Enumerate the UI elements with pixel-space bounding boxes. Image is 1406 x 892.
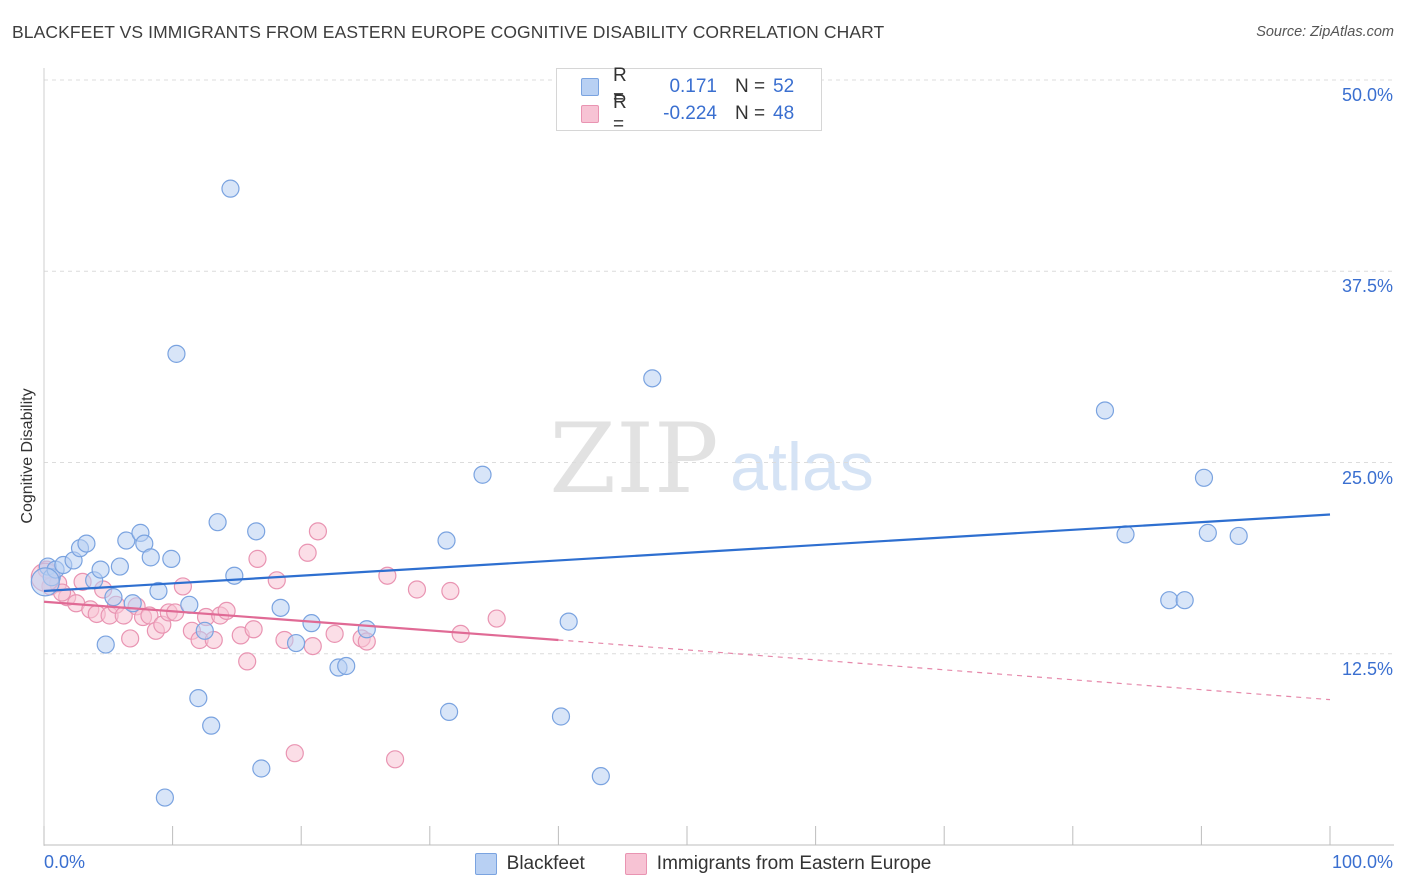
eastern-europe-point [285,744,304,763]
blackfeet-point [1198,523,1217,542]
r-label: R = [613,92,627,135]
blackfeet-trend-line [43,513,1331,593]
points-layer [30,70,1248,807]
blackfeet-point [1160,591,1179,610]
blackfeet-point [437,531,456,550]
watermark-atlas: atlas [730,429,874,505]
legend-item-blackfeet: Blackfeet [474,853,585,875]
blackfeet-point [357,620,376,639]
y-tick-label: 25.0% [1341,467,1393,488]
blackfeet-point [167,344,186,363]
trend-layer [43,513,1331,701]
blackfeet-point [1175,591,1194,610]
eastern-europe-point [248,549,267,568]
x-tick-label-min: 0.0% [44,852,86,872]
blackfeet-point [77,534,96,553]
x-tick-label-max: 100.0% [1331,852,1393,872]
blackfeet-point [180,595,199,614]
blackfeet-point [1116,525,1135,544]
blackfeet-point [1194,468,1214,487]
eastern-europe-point [244,620,263,639]
y-tick-label: 37.5% [1341,276,1393,297]
grid-layer [44,79,1394,655]
blackfeet-point [271,598,290,617]
eastern-europe-point [385,750,405,769]
eastern-europe-point [303,636,322,656]
blackfeet-point [195,621,214,640]
eastern-europe-point [325,624,344,643]
blackfeet-point [208,513,227,532]
n-value: 48 [773,103,795,124]
blackfeet-point [110,557,129,576]
blackfeet-swatch-icon [581,78,599,96]
eastern-europe-point [298,543,317,562]
blackfeet-point [473,465,492,484]
eastern-europe-point [140,606,159,625]
blackfeet-point [225,566,244,585]
blackfeet-point [439,702,459,721]
blackfeet-point [141,548,160,567]
eastern-europe-point [441,581,460,601]
blackfeet-point [91,560,110,579]
blackfeet-point [643,369,662,388]
eastern-europe-point [238,652,257,671]
chart-title: BLACKFEET VS IMMIGRANTS FROM EASTERN EUR… [12,22,885,42]
blackfeet-legend-icon [474,853,497,875]
r-label: R = [613,65,627,108]
blackfeet-point [252,759,271,778]
watermark-zip: ZIP [549,403,718,515]
blackfeet-point [337,656,356,676]
blackfeet-point [591,767,610,786]
eastern-europe-trend-line [43,600,559,642]
watermark: ZIP atlas [549,403,873,515]
legend-row-eastern-europe: R = -0.224 N = 48 [581,92,795,135]
legend-row-blackfeet: R = 0.171 N = 52 [581,65,795,108]
y-tick-label: 12.5% [1341,658,1393,679]
blackfeet-point [247,522,266,541]
blackfeet-point [149,581,168,601]
blackfeet-point [30,567,60,597]
eastern-europe-point [308,522,328,541]
r-value: -0.224 [663,103,717,124]
series-legend: Blackfeet Immigrants from Eastern Europe [0,851,1406,877]
n-label: N = [735,76,766,97]
blackfeet-point [162,549,181,568]
eastern-europe-point [173,577,192,596]
blackfeet-point [286,633,306,653]
n-value: 52 [773,76,795,97]
blackfeet-point [559,612,578,631]
n-label: N = [735,103,766,124]
eastern-europe-trend-extension [558,639,1331,701]
legend-label-eastern-europe: Immigrants from Eastern Europe [656,853,932,874]
axis-layer [43,68,1394,846]
blackfeet-point [189,689,208,708]
eastern-europe-point [267,571,286,590]
eastern-europe-swatch-icon [581,105,599,123]
legend-label-blackfeet: Blackfeet [506,853,585,874]
blackfeet-point [202,716,221,735]
blackfeet-point [117,531,136,550]
legend-item-eastern-europe: Immigrants from Eastern Europe [624,853,932,875]
blackfeet-point [1229,526,1248,546]
source-label: Source: ZipAtlas.com [1256,24,1394,40]
blackfeet-point [104,588,123,607]
y-tick-label: 50.0% [1341,85,1393,105]
blackfeet-point [96,635,115,654]
blackfeet-point [551,707,571,726]
eastern-europe-legend-icon [624,853,647,875]
eastern-europe-point [407,580,427,599]
eastern-europe-point [217,601,236,621]
r-value: 0.171 [669,76,717,97]
eastern-europe-point [121,629,140,648]
eastern-europe-point [487,609,506,628]
blackfeet-point [155,788,174,807]
blackfeet-point [221,179,240,198]
blackfeet-point [1095,401,1115,420]
correlation-legend: R = 0.171 N = 52 R = -0.224 N = 48 [556,65,822,135]
